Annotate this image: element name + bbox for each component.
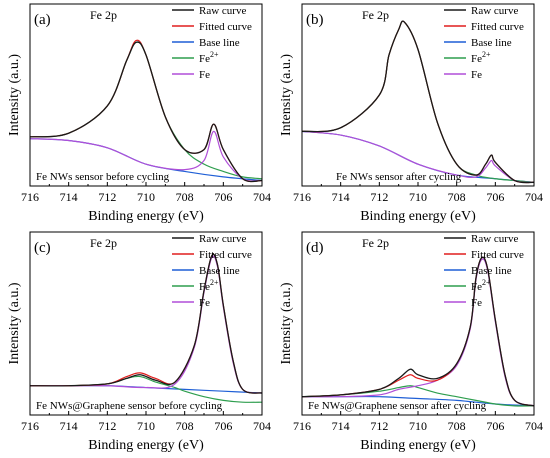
- x-tick-label: 706: [214, 190, 232, 204]
- series-line-fe: [30, 130, 262, 182]
- series-line-fe: [302, 258, 534, 407]
- x-tick-label: 712: [98, 419, 116, 433]
- x-tick-label: 712: [98, 190, 116, 204]
- chart-title: Fe 2p: [90, 236, 117, 250]
- x-tick-label: 716: [293, 190, 311, 204]
- legend-entry: Base line: [471, 265, 512, 277]
- y-axis-label: Intensity (a.u.): [7, 282, 22, 364]
- legend-entry: Fe2+: [199, 50, 219, 65]
- legend-entry: Base line: [199, 265, 240, 277]
- legend-entry: Fe: [199, 297, 210, 309]
- x-tick-label: 706: [486, 419, 504, 433]
- x-tick-label: 714: [332, 190, 350, 204]
- panel-label: (a): [34, 12, 51, 28]
- legend-entry: Raw curve: [471, 233, 518, 245]
- legend-entry: Fe2+: [199, 278, 219, 293]
- x-tick-label: 712: [370, 190, 388, 204]
- legend-entry: Base line: [199, 37, 240, 49]
- x-tick-label: 714: [332, 419, 350, 433]
- legend-entry: Fitted curve: [471, 21, 524, 33]
- x-tick-label: 706: [486, 190, 504, 204]
- y-axis-label: Intensity (a.u.): [279, 282, 294, 364]
- panel-annotation: Fe NWs@Graphene sensor after cycling: [308, 400, 487, 412]
- series-line-fe2-: [30, 375, 262, 403]
- x-tick-label: 712: [370, 419, 388, 433]
- x-axis-label: Binding energy (eV): [360, 438, 476, 453]
- x-tick-label: 704: [525, 419, 543, 433]
- series-line-fe2-: [302, 385, 534, 407]
- x-tick-label: 708: [448, 190, 466, 204]
- panel-d: 716 714 712 710 708 706 704 Binding energy (eV)…: [279, 231, 543, 453]
- x-tick-label: 716: [293, 419, 311, 433]
- x-tick-label: 716: [21, 419, 39, 433]
- panel-annotation: Fe NWs@Graphene sensor before cycling: [36, 400, 223, 412]
- legend-entry: Fe: [199, 69, 210, 81]
- legend-entry: Raw curve: [471, 5, 518, 17]
- panel-label: (c): [34, 240, 51, 256]
- series-line-raw-curve: [30, 253, 262, 394]
- series-group: [30, 39, 262, 183]
- chart-title: Fe 2p: [362, 8, 389, 22]
- series-line-fitted-curve: [30, 39, 262, 183]
- legend-entry: Raw curve: [199, 5, 246, 17]
- panel-b: 716 714 712 710 708 706 704 Binding energy (eV)…: [279, 3, 543, 224]
- x-tick-label: 710: [409, 419, 427, 433]
- x-tick-label: 706: [214, 419, 232, 433]
- legend-entry: Fitted curve: [199, 249, 252, 261]
- x-tick-label: 710: [137, 419, 155, 433]
- x-tick-label: 714: [60, 190, 78, 204]
- x-tick-label: 704: [253, 419, 271, 433]
- x-axis-label: Binding energy (eV): [360, 209, 476, 224]
- legend-entry: Fe2+: [471, 278, 491, 293]
- legend-entry: Fe: [471, 69, 482, 81]
- x-axis-label: Binding energy (eV): [88, 209, 204, 224]
- x-tick-label: 716: [21, 190, 39, 204]
- panel-annotation: Fe NWs sensor before cycling: [36, 171, 170, 183]
- legend-entry: Raw curve: [199, 233, 246, 245]
- series-line-fe2-: [30, 41, 262, 180]
- legend-superscript: 2+: [210, 278, 219, 287]
- x-tick-label: 710: [137, 190, 155, 204]
- panel-annotation: Fe NWs sensor after cycling: [336, 171, 462, 183]
- x-tick-label: 704: [253, 190, 271, 204]
- x-tick-label: 708: [176, 419, 194, 433]
- series-group: [302, 256, 534, 407]
- chart-title: Fe 2p: [90, 8, 117, 22]
- series-group: [30, 253, 262, 403]
- legend-superscript: 2+: [482, 50, 491, 59]
- panel-label: (b): [306, 12, 324, 28]
- panel-a: 716 714 712 710 708 706 704 Binding energy (eV)…: [7, 3, 271, 224]
- legend-entry: Fe: [471, 297, 482, 309]
- legend-entry: Fitted curve: [199, 21, 252, 33]
- y-axis-label: Intensity (a.u.): [7, 54, 22, 136]
- x-axis-label: Binding energy (eV): [88, 438, 204, 453]
- legend-superscript: 2+: [482, 278, 491, 287]
- y-axis-label: Intensity (a.u.): [279, 54, 294, 136]
- x-tick-label: 708: [448, 419, 466, 433]
- legend-entry: Base line: [471, 37, 512, 49]
- legend-entry: Fe2+: [471, 50, 491, 65]
- series-line-raw-curve: [30, 41, 262, 183]
- series-group: [302, 20, 534, 184]
- x-tick-label: 714: [60, 419, 78, 433]
- series-line-fe: [302, 130, 534, 183]
- legend-entry: Fitted curve: [471, 249, 524, 261]
- panel-c: 716 714 712 710 708 706 704 Binding energy (eV)…: [7, 231, 271, 453]
- series-line-raw-curve: [302, 20, 534, 184]
- series-line-base-line: [30, 384, 262, 394]
- x-tick-label: 710: [409, 190, 427, 204]
- series-line-fitted-curve: [302, 256, 534, 407]
- panel-label: (d): [306, 240, 324, 256]
- legend-superscript: 2+: [210, 50, 219, 59]
- chart-title: Fe 2p: [362, 236, 389, 250]
- x-tick-label: 704: [525, 190, 543, 204]
- x-tick-label: 708: [176, 190, 194, 204]
- series-line-raw-curve: [302, 256, 534, 407]
